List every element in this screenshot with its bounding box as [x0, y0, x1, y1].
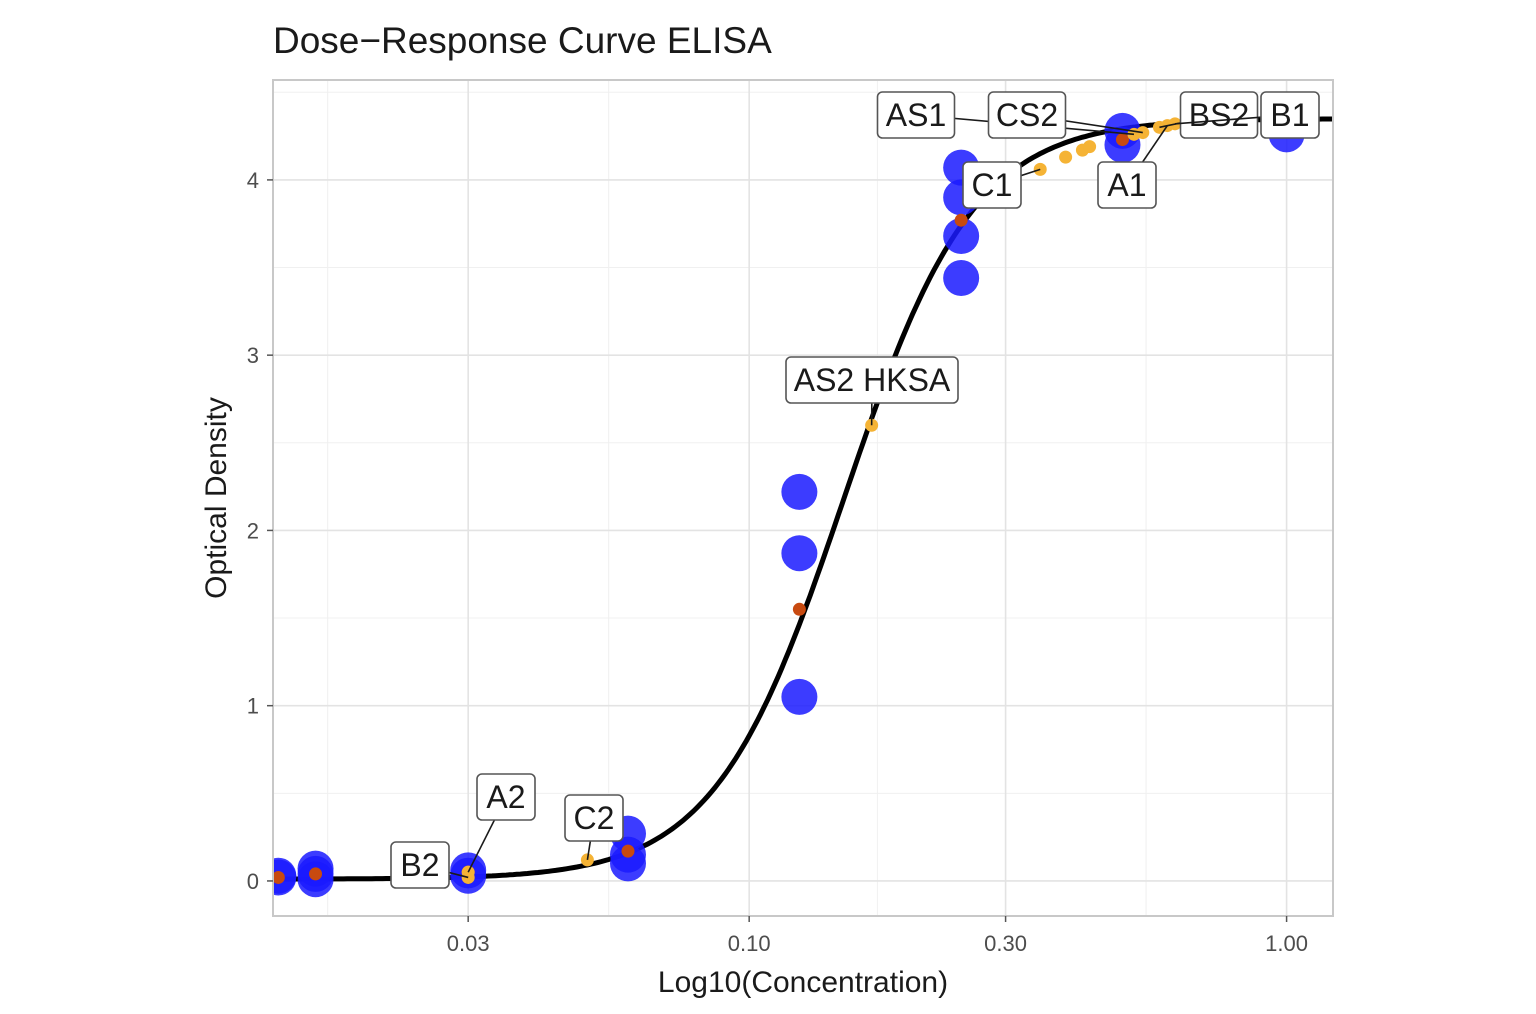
sample-label-b2: B2	[390, 841, 469, 889]
label-box	[564, 794, 624, 842]
label-text: B1	[1270, 97, 1309, 133]
y-tick-label: 2	[247, 518, 259, 543]
y-tick-label: 1	[247, 694, 259, 719]
label-text: A2	[486, 779, 525, 815]
label-box	[1097, 161, 1157, 209]
label-text: B2	[400, 847, 439, 883]
sample-point	[1059, 150, 1073, 164]
x-tick-label: 0.10	[728, 931, 771, 956]
label-box	[962, 161, 1022, 209]
label-box	[876, 91, 956, 139]
mean-point	[792, 602, 806, 616]
label-box	[1260, 91, 1320, 139]
label-box	[390, 841, 450, 889]
sample-point	[1083, 140, 1097, 154]
sample-labels: B2 A2 C2 AS2 HKSA C1 AS1 CS2 BS2 A1 B1	[390, 91, 1320, 889]
replicate-point	[781, 535, 818, 572]
x-tick-label: 0.03	[447, 931, 490, 956]
x-tick-label: 0.30	[984, 931, 1027, 956]
label-text: C1	[972, 167, 1013, 203]
label-box	[785, 356, 959, 404]
sample-label-c1: C1	[962, 161, 1041, 209]
label-text: AS2 HKSA	[794, 362, 951, 398]
sample-label-a1: A1	[1097, 125, 1169, 209]
y-axis-label: Optical Density	[200, 397, 233, 599]
y-tick-label: 4	[247, 168, 259, 193]
y-tick-label: 0	[247, 869, 259, 894]
label-text: A1	[1107, 167, 1146, 203]
label-box	[476, 773, 536, 821]
replicate-point	[781, 473, 818, 510]
label-text: CS2	[996, 97, 1058, 133]
mean-point	[1115, 133, 1129, 147]
sample-label-c2: C2	[564, 794, 624, 861]
replicate-point	[273, 857, 297, 894]
mean-point	[954, 213, 968, 227]
y-tick-label: 3	[247, 343, 259, 368]
x-tick-label: 1.00	[1265, 931, 1308, 956]
panel-border	[272, 79, 1334, 917]
sample-label-a2: A2	[467, 773, 536, 873]
y-axis-ticks: 0 1 2 3 4	[247, 168, 273, 894]
mean-point	[621, 844, 635, 858]
label-text: AS1	[886, 97, 946, 133]
sample-label-as1: AS1	[876, 91, 1135, 139]
sample-label-bs2: BS2	[1159, 91, 1259, 139]
chart-title: Dose−Response Curve ELISA	[273, 20, 772, 61]
mean-point	[309, 867, 323, 881]
sample-label-b1: B1	[1174, 91, 1320, 139]
replicate-point	[781, 678, 818, 715]
replicate-point	[943, 260, 980, 297]
x-axis-ticks: 0.03 0.10 0.30 1.00	[447, 916, 1308, 956]
label-box	[987, 91, 1067, 139]
sample-points	[461, 117, 1182, 884]
mean-point	[273, 870, 285, 884]
label-text: BS2	[1189, 97, 1249, 133]
label-box	[1179, 91, 1259, 139]
replicate-point	[943, 217, 980, 254]
label-text: C2	[574, 800, 615, 836]
x-axis-label: Log10(Concentration)	[658, 966, 948, 999]
sample-label-cs2: CS2	[987, 91, 1143, 139]
sample-label-as2-hksa: AS2 HKSA	[785, 356, 959, 426]
